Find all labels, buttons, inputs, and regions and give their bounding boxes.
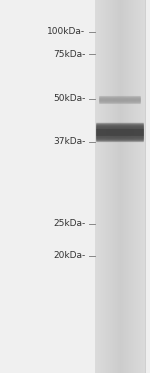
Bar [99, 0, 100, 373]
Bar [95, 0, 96, 373]
Bar [100, 0, 101, 373]
Bar [116, 0, 117, 373]
Bar [123, 0, 124, 373]
Bar [110, 0, 111, 373]
FancyBboxPatch shape [99, 97, 141, 103]
FancyBboxPatch shape [99, 98, 141, 101]
Bar [122, 0, 123, 373]
Bar [124, 0, 125, 373]
Text: 20kDa-: 20kDa- [53, 251, 86, 260]
Text: 50kDa-: 50kDa- [53, 94, 86, 103]
Bar [135, 0, 136, 373]
FancyBboxPatch shape [99, 97, 141, 103]
FancyBboxPatch shape [99, 97, 141, 103]
Bar [132, 0, 133, 373]
Bar [104, 0, 105, 373]
Bar [131, 0, 132, 373]
FancyBboxPatch shape [96, 125, 144, 140]
Bar [103, 0, 104, 373]
Bar [119, 0, 120, 373]
FancyBboxPatch shape [96, 125, 144, 140]
Bar [102, 0, 103, 373]
FancyBboxPatch shape [96, 123, 144, 141]
Bar [128, 0, 129, 373]
Bar [111, 0, 112, 373]
Bar [143, 0, 144, 373]
Bar [137, 0, 138, 373]
Bar [139, 0, 140, 373]
Bar [97, 0, 98, 373]
Bar [125, 0, 126, 373]
Bar [96, 0, 97, 373]
Bar [126, 0, 127, 373]
Bar [101, 0, 102, 373]
Bar [100, 0, 101, 373]
Bar [144, 0, 145, 373]
Bar [94, 0, 146, 373]
FancyBboxPatch shape [96, 129, 144, 136]
Bar [114, 0, 115, 373]
Bar [121, 0, 122, 373]
Text: 37kDa-: 37kDa- [53, 137, 86, 146]
Text: 100kDa-: 100kDa- [47, 27, 86, 36]
Bar [145, 0, 146, 373]
Bar [127, 0, 128, 373]
Bar [113, 0, 114, 373]
Text: 25kDa-: 25kDa- [53, 219, 86, 228]
Bar [142, 0, 143, 373]
FancyBboxPatch shape [96, 124, 144, 141]
Bar [109, 0, 110, 373]
FancyBboxPatch shape [96, 123, 144, 142]
Bar [117, 0, 118, 373]
Bar [105, 0, 106, 373]
FancyBboxPatch shape [96, 126, 144, 139]
Text: 75kDa-: 75kDa- [53, 50, 86, 59]
Bar [112, 0, 113, 373]
FancyBboxPatch shape [99, 96, 141, 104]
FancyBboxPatch shape [99, 97, 141, 103]
Bar [136, 0, 137, 373]
Bar [107, 0, 108, 373]
FancyBboxPatch shape [96, 127, 144, 138]
Bar [118, 0, 119, 373]
FancyBboxPatch shape [99, 96, 141, 104]
Bar [141, 0, 142, 373]
FancyBboxPatch shape [99, 96, 141, 104]
FancyBboxPatch shape [99, 98, 141, 102]
FancyBboxPatch shape [99, 97, 141, 103]
Bar [106, 0, 107, 373]
Bar [94, 0, 95, 373]
Bar [98, 0, 99, 373]
Bar [129, 0, 130, 373]
Bar [138, 0, 139, 373]
Bar [134, 0, 135, 373]
FancyBboxPatch shape [96, 127, 144, 138]
FancyBboxPatch shape [96, 126, 144, 139]
Bar [133, 0, 134, 373]
Bar [115, 0, 116, 373]
Bar [140, 0, 141, 373]
Bar [130, 0, 131, 373]
Bar [108, 0, 109, 373]
Bar [120, 0, 121, 373]
FancyBboxPatch shape [96, 128, 144, 137]
